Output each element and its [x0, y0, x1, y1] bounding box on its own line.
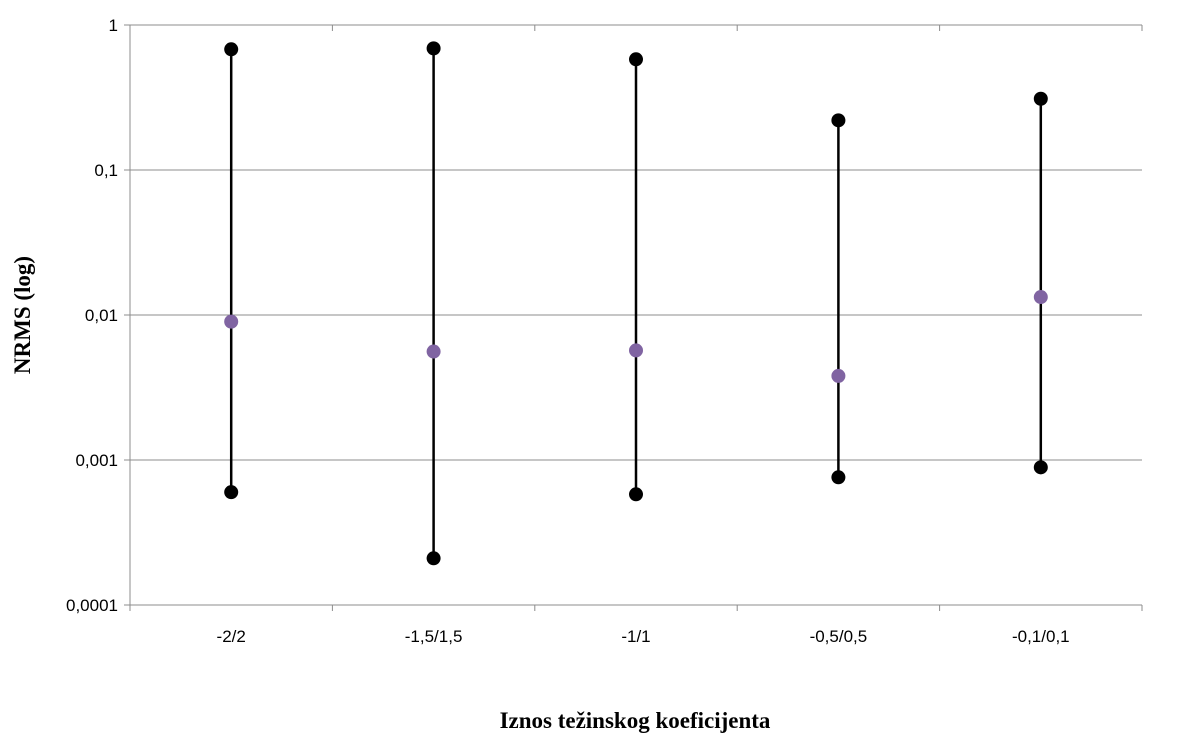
y-tick-label: 0,0001 [66, 596, 118, 615]
x-tick-label: -0,5/0,5 [810, 627, 868, 646]
x-tick-label: -2/2 [217, 627, 246, 646]
min-point [629, 487, 643, 502]
x-axis-title: Iznos težinskog koeficijenta [500, 708, 771, 733]
max-point [1033, 91, 1048, 106]
y-axis-title: NRMS (log) [10, 256, 35, 374]
max-point [426, 41, 441, 56]
min-point [1033, 460, 1048, 475]
mid-point [224, 314, 239, 329]
mid-point [831, 368, 846, 383]
x-tick-label: -0,1/0,1 [1012, 627, 1070, 646]
x-tick-label: -1/1 [621, 627, 650, 646]
max-point [831, 113, 846, 128]
y-tick-label: 0,01 [85, 306, 118, 325]
axes [124, 24, 1143, 611]
tick-labels: 1 0,1 0,01 0,001 0,0001 -2/2 -1,5/1,5 -1/1 -0,5/… [66, 16, 1070, 646]
data-marks [224, 41, 1048, 566]
max-point [629, 52, 643, 67]
min-point [224, 485, 239, 500]
mid-point [426, 344, 441, 359]
max-point [224, 42, 239, 57]
y-tick-label: 0,1 [94, 161, 118, 180]
y-tick-label: 0,001 [75, 451, 118, 470]
x-tick-label: -1,5/1,5 [405, 627, 463, 646]
min-point [831, 470, 846, 485]
mid-point [1033, 290, 1048, 305]
min-point [426, 551, 441, 566]
y-tick-label: 1 [109, 16, 118, 35]
mid-point [629, 343, 643, 358]
